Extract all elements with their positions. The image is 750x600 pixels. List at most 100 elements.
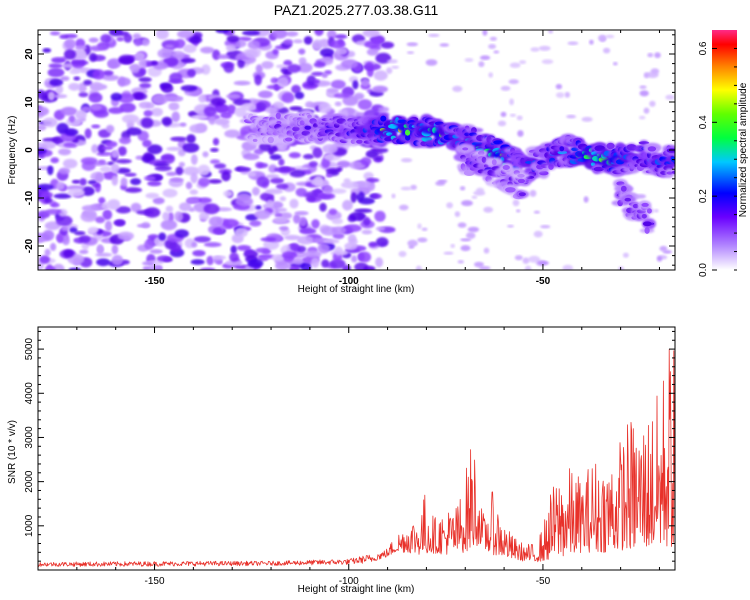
noise-blob [96,258,111,267]
y-tick-label: -20 [24,238,35,253]
noise-blob [265,188,284,195]
noise-blob [179,122,187,127]
noise-blob [351,255,358,263]
x-tick-label: -150 [145,276,165,287]
noise-blob [363,172,374,180]
noise-blob [203,203,220,215]
noise-blob [112,149,120,158]
noise-blob [200,267,216,270]
snr-panel: -150 -100 -50 1000 2000 3000 4000 5000 Height … [7,326,676,595]
noise-blob [212,227,224,235]
noise-blob [391,65,400,69]
noise-blob [622,252,629,258]
x-tick-label: -150 [145,576,165,587]
signal-blob [491,159,497,166]
noise-blob [255,205,262,210]
signal-blob [539,171,549,176]
noise-blob [55,84,64,95]
noise-blob [102,146,114,150]
noise-blob [190,172,198,184]
noise-blob [283,39,294,45]
noise-blob [342,199,353,211]
noise-blob [287,64,301,73]
snr-frame [37,326,676,571]
noise-blob [303,36,313,45]
signal-blob [518,192,526,197]
noise-blob [357,99,373,110]
noise-blob [50,157,59,164]
noise-blob [166,146,182,151]
noise-blob [95,252,113,257]
noise-blob [289,198,299,209]
noise-blob [289,106,303,111]
noise-blob [386,67,393,74]
noise-blob [39,255,50,264]
noise-blob [323,238,340,244]
noise-blob [476,187,485,194]
noise-blob [97,143,106,154]
noise-blob [482,30,488,36]
noise-blob [380,41,395,49]
noise-blob [234,227,248,238]
noise-blob [313,61,326,68]
noise-blob [272,30,288,39]
noise-blob [330,79,346,90]
noise-blob [170,136,188,142]
noise-blob [398,251,407,257]
noise-blob [319,48,335,58]
signal-blob [559,146,565,152]
noise-blob [323,185,333,195]
noise-blob [275,183,289,190]
noise-blob [88,37,99,43]
noise-blob [84,128,92,139]
noise-blob [192,250,206,257]
noise-blob [139,68,147,75]
noise-blob [120,177,128,187]
noise-blob [111,244,119,255]
noise-blob [221,170,231,182]
noise-blob [94,172,104,183]
noise-blob [613,62,618,66]
signal-blob [304,125,312,130]
noise-blob [271,254,285,261]
noise-blob [55,181,65,190]
noise-blob [555,83,563,90]
noise-blob [89,45,103,52]
noise-blob [102,209,113,220]
noise-blob [242,30,260,36]
noise-blob [605,34,615,39]
noise-blob [178,161,185,168]
noise-blob [147,144,163,155]
signal-blob [481,156,487,163]
noise-blob [58,148,72,156]
noise-blob [105,141,118,148]
noise-blob [59,34,69,39]
noise-blob [311,219,320,229]
noise-blob [68,267,82,270]
noise-blob [138,77,152,83]
noise-blob [147,264,163,270]
noise-blob [460,245,471,252]
signal-blob [647,146,657,152]
noise-blob [313,79,320,84]
signal-blob [292,126,300,132]
noise-blob [145,192,160,199]
noise-blob [143,110,153,117]
noise-blob [107,199,121,210]
noise-blob [410,184,417,190]
noise-blob [183,166,201,176]
noise-blob [365,150,379,159]
noise-blob [98,197,106,205]
noise-blob [564,91,570,98]
noise-blob [361,78,370,87]
noise-blob [247,258,264,268]
noise-blob [117,77,131,87]
noise-blob [541,59,554,65]
noise-blob [331,188,347,194]
y-tick-label: 10 [24,96,35,108]
signal-blob [380,115,387,122]
signal-blob [275,112,281,120]
noise-blob [450,243,456,248]
noise-blob [130,63,140,74]
y-tick-label: 1000 [24,514,35,537]
